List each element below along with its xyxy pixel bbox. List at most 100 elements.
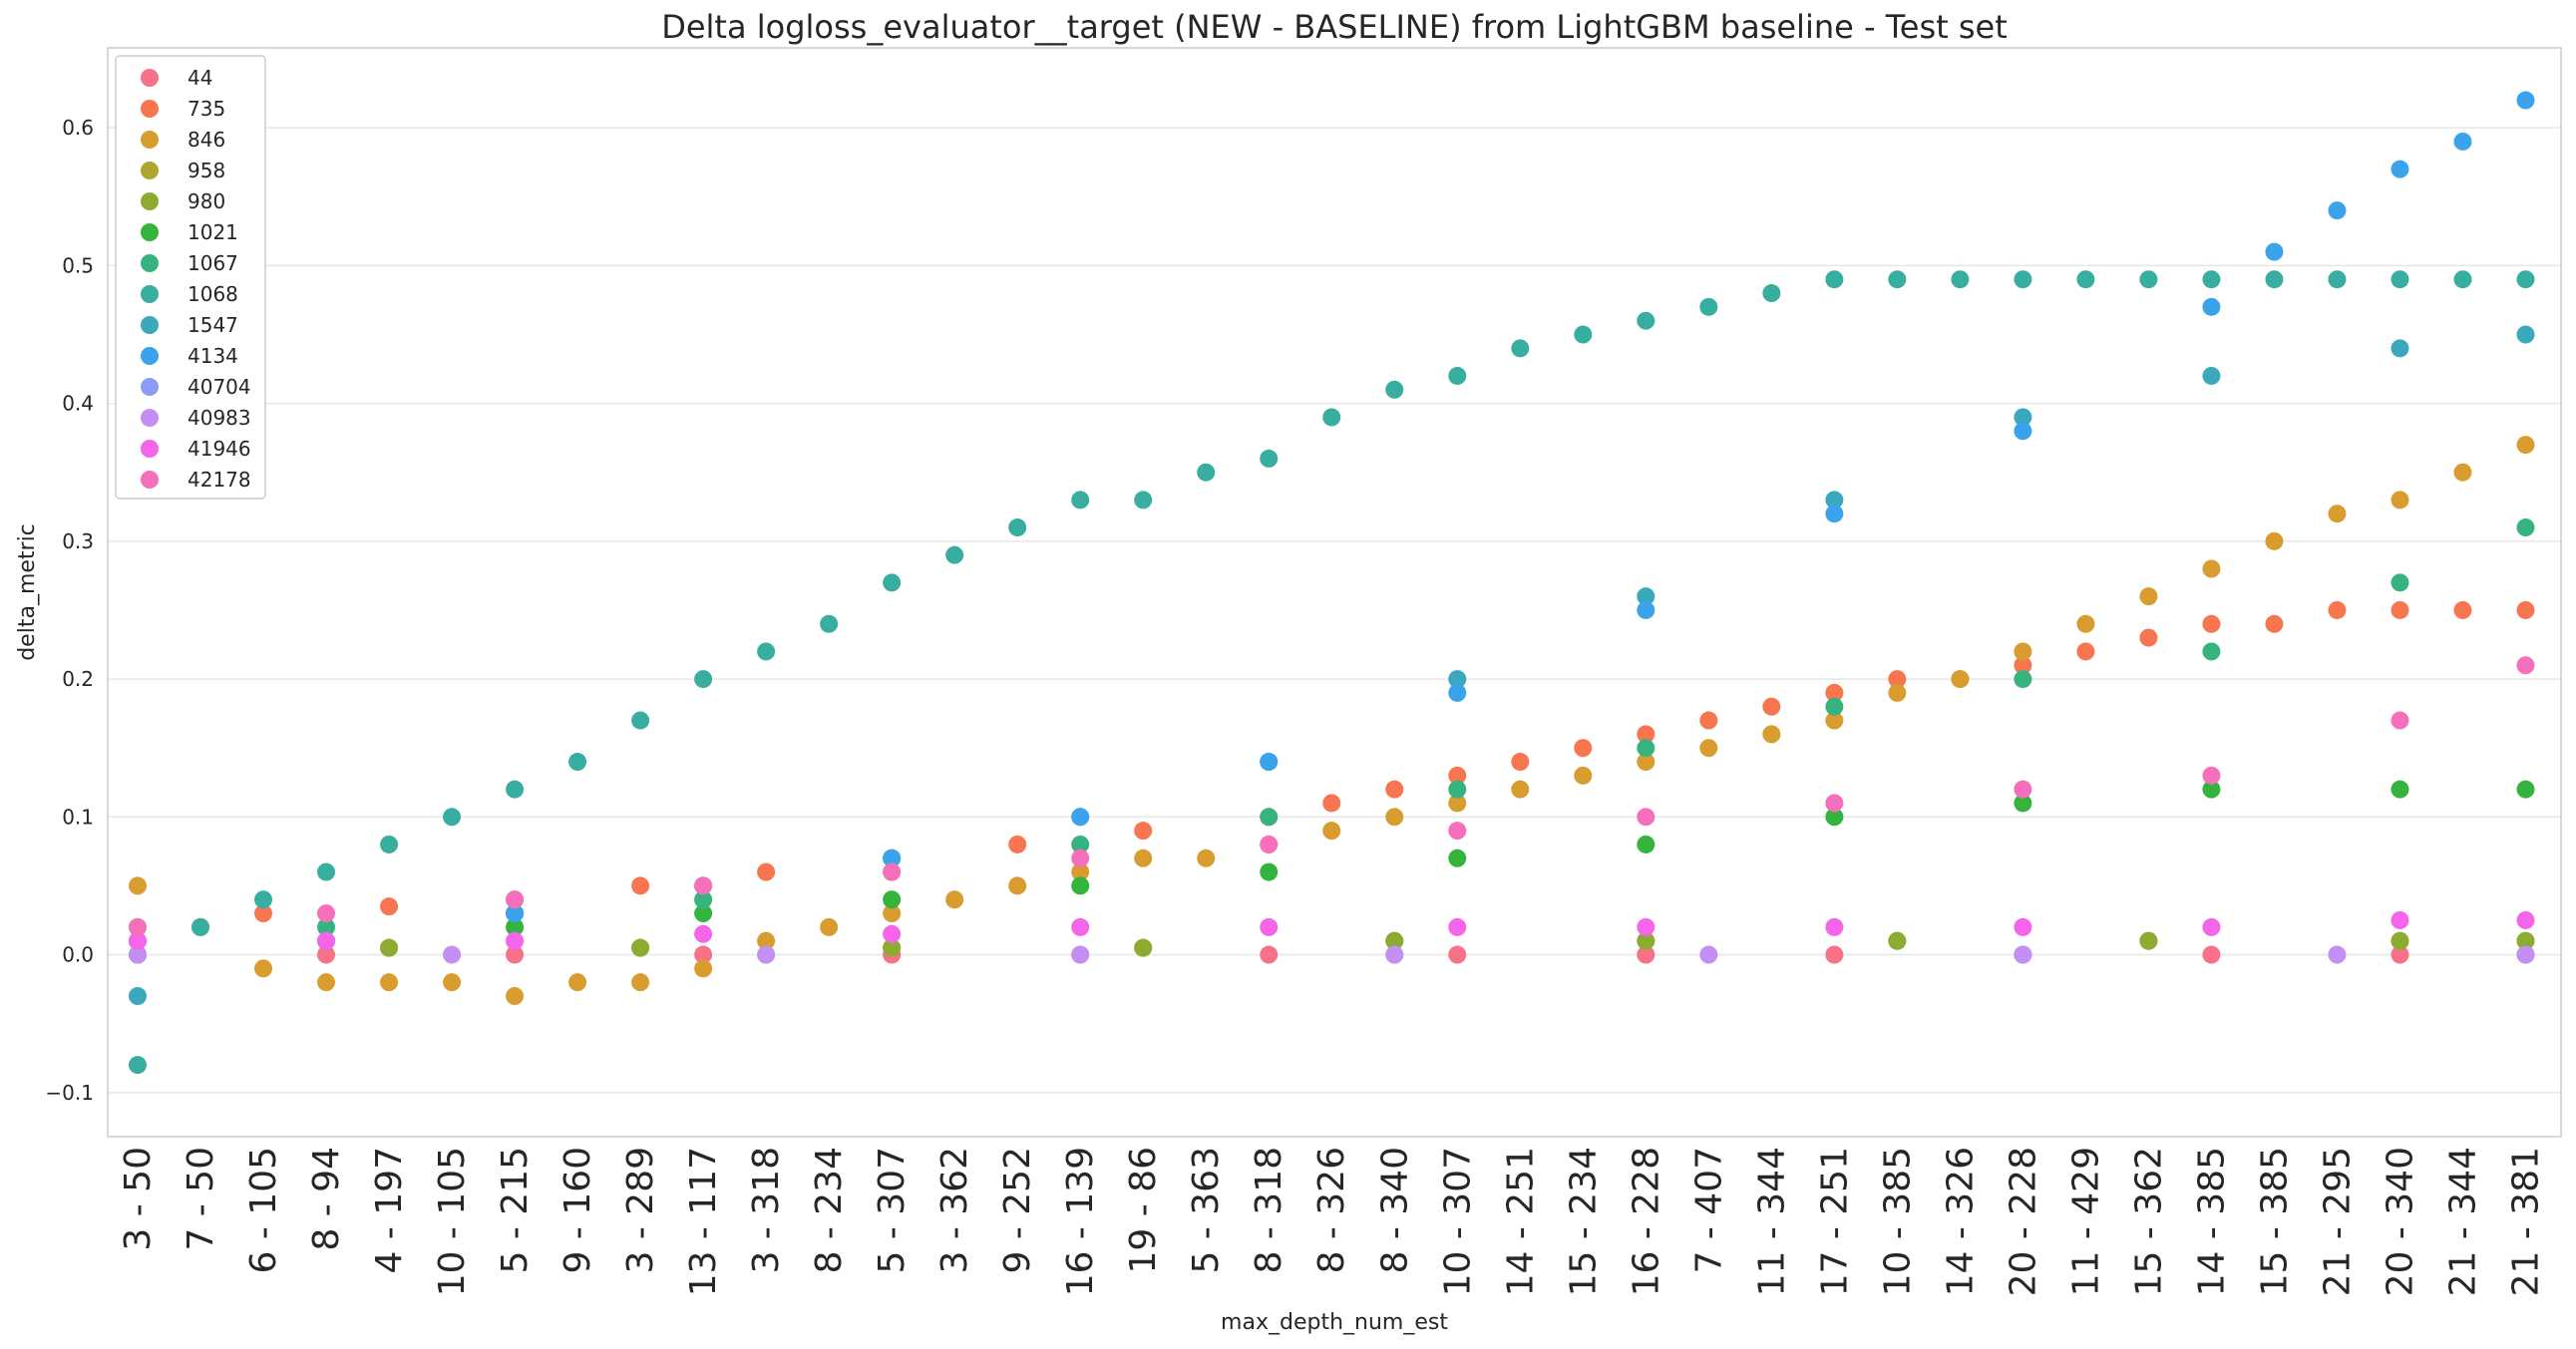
data-point <box>883 904 902 923</box>
data-point <box>757 945 776 964</box>
data-point <box>883 938 902 957</box>
x-tick-label: 13 - 117 <box>683 1147 724 1296</box>
y-axis-label: delta_metric <box>15 523 40 661</box>
data-point <box>631 876 650 895</box>
legend-label: 1547 <box>187 313 238 337</box>
x-tick-label: 8 - 94 <box>306 1147 347 1251</box>
data-point <box>1511 780 1530 799</box>
data-point <box>1134 938 1153 957</box>
data-point <box>2516 945 2535 964</box>
x-tick-label: 21 - 344 <box>2442 1147 2483 1296</box>
data-point <box>757 642 776 661</box>
data-point <box>2516 91 2535 110</box>
data-point <box>1260 945 1279 964</box>
data-point <box>883 890 902 909</box>
data-point <box>2391 160 2409 178</box>
data-point <box>2202 297 2221 316</box>
data-point <box>2328 505 2347 523</box>
data-point <box>506 917 525 936</box>
x-tick-label: 8 - 318 <box>1249 1147 1289 1274</box>
data-point <box>2391 600 2409 619</box>
data-point <box>506 904 525 923</box>
data-point <box>1637 311 1656 330</box>
data-point <box>1071 491 1090 509</box>
data-point <box>254 904 273 923</box>
x-tick-label: 7 - 50 <box>181 1147 221 1251</box>
data-point <box>2328 600 2347 619</box>
data-point <box>2202 917 2221 936</box>
data-point <box>1637 835 1656 853</box>
data-point <box>1574 325 1593 344</box>
data-point <box>1448 848 1467 867</box>
data-point <box>1511 753 1530 772</box>
data-point <box>1448 670 1467 689</box>
legend-label: 42178 <box>187 468 251 492</box>
data-point <box>2014 794 2032 813</box>
y-tick-label: 0.1 <box>62 805 94 829</box>
data-point <box>2516 518 2535 537</box>
data-point <box>2014 408 2032 427</box>
legend-marker <box>141 192 159 210</box>
y-tick-label: 0.2 <box>62 667 94 691</box>
data-point <box>2516 436 2535 455</box>
y-tick-label: −0.1 <box>45 1081 94 1105</box>
data-point <box>2391 910 2409 929</box>
grid-lines <box>108 127 2561 1094</box>
legend-marker <box>141 440 159 458</box>
data-point <box>2516 931 2535 950</box>
data-point <box>1825 808 1844 827</box>
series-980 <box>129 931 2535 964</box>
legend-label: 40983 <box>187 406 251 430</box>
data-point <box>1197 463 1216 482</box>
data-point <box>1071 917 1090 936</box>
x-tick-label: 3 - 318 <box>746 1147 787 1274</box>
data-point <box>254 959 273 978</box>
data-point <box>2202 945 2221 964</box>
data-point <box>1888 683 1907 702</box>
data-point <box>945 890 964 909</box>
data-point <box>1448 683 1467 702</box>
data-point <box>380 938 399 957</box>
data-point <box>2202 642 2221 661</box>
data-point <box>1825 270 1844 289</box>
x-tick-label: 5 - 307 <box>872 1147 913 1274</box>
x-tick-label: 3 - 289 <box>620 1147 661 1274</box>
data-point <box>129 987 147 1006</box>
data-point <box>568 973 587 992</box>
data-point <box>1260 808 1279 827</box>
data-point <box>2391 339 2409 358</box>
data-point <box>1825 505 1844 523</box>
data-point <box>883 924 902 943</box>
x-tick-label: 16 - 139 <box>1060 1147 1101 1296</box>
data-point <box>631 938 650 957</box>
data-point <box>2014 917 2032 936</box>
series-735 <box>129 600 2535 936</box>
data-point <box>883 848 902 867</box>
data-point <box>1260 449 1279 468</box>
x-tick-label: 4 - 197 <box>369 1147 410 1274</box>
data-point <box>1762 725 1781 744</box>
data-point <box>2516 910 2535 929</box>
x-tick-label: 5 - 363 <box>1186 1147 1227 1274</box>
data-point <box>1699 297 1718 316</box>
data-point <box>1825 945 1844 964</box>
data-point <box>1762 697 1781 716</box>
data-point <box>506 890 525 909</box>
data-point <box>2391 491 2409 509</box>
data-point <box>1448 766 1467 785</box>
data-point <box>1071 945 1090 964</box>
data-point <box>1637 725 1656 744</box>
legend-marker <box>141 471 159 489</box>
legend-marker <box>141 409 159 427</box>
data-point <box>2265 531 2284 550</box>
data-point <box>2139 931 2158 950</box>
y-tick-label: 0.5 <box>62 253 94 277</box>
data-point <box>2265 270 2284 289</box>
chart-title: Delta logloss_evaluator__target (NEW - B… <box>661 8 2008 46</box>
x-tick-labels: 3 - 50 7 - 50 6 - 105 8 - 94 4 - 197 10 - 105… <box>118 1147 2546 1296</box>
data-point <box>2265 242 2284 261</box>
data-point <box>1134 822 1153 841</box>
data-point <box>694 670 713 689</box>
data-point <box>317 862 336 881</box>
data-point <box>1825 794 1844 813</box>
